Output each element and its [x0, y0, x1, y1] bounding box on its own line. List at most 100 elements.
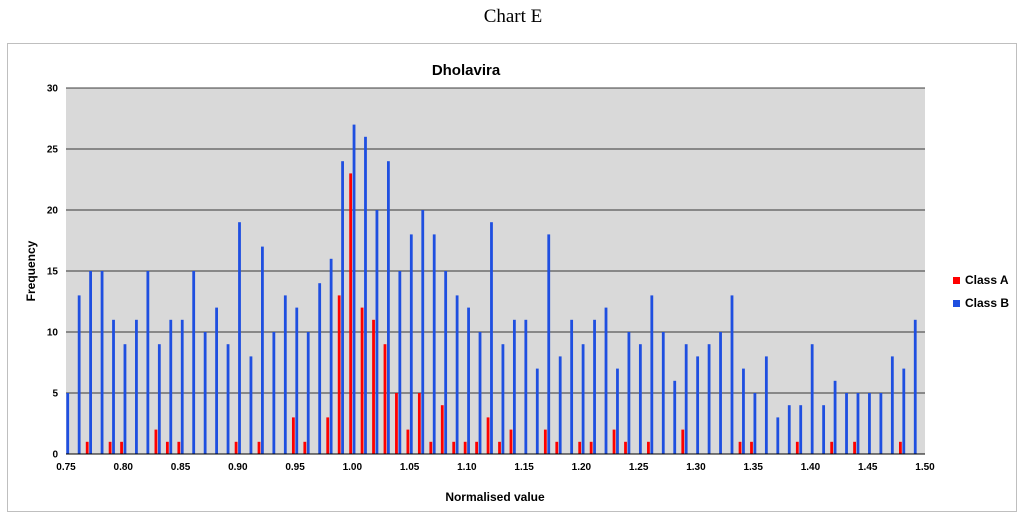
bar-class-a	[498, 441, 501, 454]
x-tick-label: 0.80	[114, 462, 134, 473]
x-tick-label: 1.30	[686, 462, 706, 473]
bar-class-b	[238, 222, 241, 454]
bar-class-a	[120, 441, 123, 454]
bars	[66, 124, 917, 455]
y-tick-label: 5	[52, 389, 58, 400]
bar-class-b	[707, 344, 711, 454]
bar-class-b	[650, 295, 654, 454]
bar-class-b	[776, 417, 780, 454]
bar-class-b	[570, 319, 574, 454]
bar-class-b	[799, 405, 803, 454]
bar-class-b	[432, 234, 436, 454]
gridlines	[66, 87, 925, 394]
bar-class-a	[154, 429, 158, 454]
bar-class-b	[261, 246, 264, 454]
bar-class-a	[177, 441, 181, 454]
bar-class-b	[192, 271, 196, 454]
bar-class-a	[509, 429, 513, 454]
y-tick-label: 20	[47, 206, 59, 217]
bar-class-b	[478, 332, 482, 454]
x-tick-labels: 0.75 0.80 0.85 0.90 0.95 1.00 1.05 1.10 1.15 1.20…	[56, 462, 935, 473]
bar-class-b	[833, 380, 837, 454]
bar-class-a	[406, 429, 410, 454]
y-axis-label: Frequency	[24, 240, 38, 301]
bar-class-a	[830, 441, 834, 454]
legend: Class A Class B	[953, 273, 1009, 310]
page-caption: Chart E	[483, 6, 543, 27]
bar-class-b	[535, 368, 539, 454]
x-tick-label: 1.20	[572, 462, 592, 473]
y-tick-label: 0	[52, 450, 58, 461]
bar-class-b	[673, 380, 677, 454]
x-tick-label: 1.05	[400, 462, 420, 473]
bar-class-a	[257, 441, 261, 454]
chart-frame: 0 5 10 15 20 25 30 0.75 0.80 0.85 0.90 0.95 1.00 1.0…	[7, 43, 1017, 512]
bar-class-a	[429, 441, 433, 454]
x-tick-label: 1.10	[457, 462, 477, 473]
x-tick-label: 1.45	[858, 462, 878, 473]
bar-class-a	[291, 417, 295, 454]
y-tick-labels: 0 5 10 15 20 25 30	[47, 84, 59, 461]
bar-class-b	[501, 344, 505, 454]
bar-class-a	[647, 441, 650, 454]
y-tick-label: 10	[47, 328, 59, 339]
bar-class-a	[624, 441, 627, 454]
x-tick-label: 1.15	[514, 462, 534, 473]
bar-class-b	[306, 332, 310, 454]
bar-class-b	[318, 283, 322, 454]
bar-class-a	[681, 429, 685, 454]
bar-class-b	[730, 295, 734, 454]
bar-class-b	[753, 393, 757, 454]
bar-class-b	[913, 319, 917, 454]
x-tick-label: 1.25	[629, 462, 649, 473]
bar-class-b	[215, 307, 218, 454]
bar-class-b	[787, 405, 791, 454]
legend-label: Class A	[965, 273, 1009, 287]
bar-class-b	[352, 124, 356, 454]
legend-label: Class B	[965, 296, 1009, 310]
bar-class-b	[558, 356, 562, 454]
bar-class-b	[112, 319, 115, 454]
bar-class-a	[85, 441, 89, 454]
bar-class-a	[337, 295, 341, 454]
bar-class-a	[395, 393, 398, 454]
bar-class-b	[272, 332, 276, 454]
bar-class-b	[386, 161, 390, 454]
bar-class-a	[165, 441, 169, 454]
legend-swatch	[953, 277, 960, 284]
bar-class-b	[696, 356, 700, 454]
bar-class-a	[543, 429, 547, 454]
bar-class-b	[627, 332, 631, 454]
bar-class-a	[360, 307, 364, 454]
bar-class-a	[612, 429, 616, 454]
bar-class-b	[295, 307, 299, 454]
y-tick-label: 25	[47, 145, 59, 156]
bar-class-b	[180, 319, 184, 454]
bar-class-b	[868, 393, 871, 454]
bar-class-b	[135, 319, 138, 454]
bar-class-a	[326, 417, 330, 454]
bar-class-b	[490, 222, 493, 454]
bar-class-b	[764, 356, 768, 454]
bar-class-b	[157, 344, 161, 454]
bar-class-b	[364, 136, 367, 455]
bar-class-b	[604, 307, 608, 454]
bar-class-a	[589, 441, 593, 454]
bar-class-a	[440, 405, 444, 454]
bar-class-a	[578, 441, 582, 454]
x-tick-label: 0.85	[171, 462, 191, 473]
bar-class-b	[77, 295, 81, 454]
bar-class-b	[616, 368, 619, 454]
bar-class-b	[169, 319, 173, 454]
bar-class-a	[234, 441, 238, 454]
bar-class-b	[661, 332, 665, 454]
bar-class-a	[452, 441, 456, 454]
bar-class-b	[524, 319, 528, 454]
bar-class-b	[409, 234, 413, 454]
bar-class-b	[822, 405, 826, 454]
bar-class-b	[329, 258, 333, 454]
bar-class-b	[581, 344, 585, 454]
x-tick-label: 0.90	[228, 462, 248, 473]
y-tick-label: 30	[47, 84, 59, 95]
bar-class-b	[593, 319, 596, 454]
